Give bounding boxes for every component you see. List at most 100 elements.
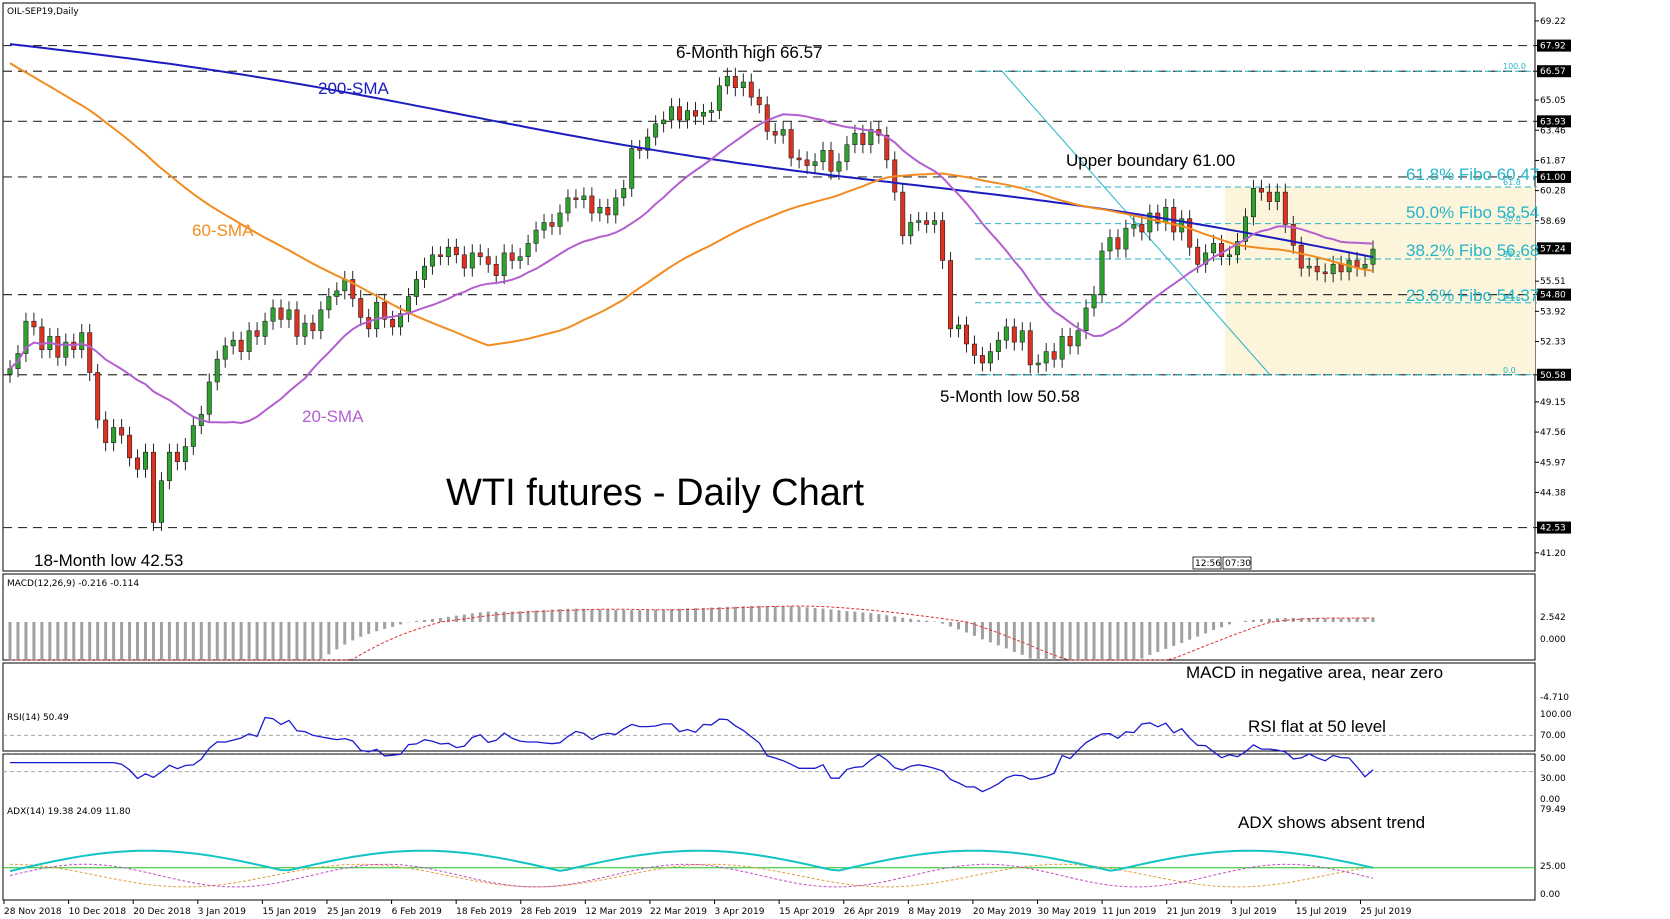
- fib-500-label: 50.0% Fibo 58.54: [1406, 203, 1539, 222]
- candle-body: [358, 298, 364, 318]
- adx-tick-top: 79.49: [1540, 805, 1566, 815]
- fib-ratio-label: 38.2: [1503, 250, 1521, 259]
- price-tick-label: 45.97: [1540, 458, 1566, 468]
- candle-body: [421, 265, 427, 280]
- fib-ratio-label: 23.6: [1503, 294, 1521, 303]
- candle-body: [740, 81, 746, 89]
- candle-body: [1019, 330, 1025, 343]
- candle-body: [589, 195, 595, 214]
- candle-body: [533, 229, 539, 244]
- price-highlight-box: [1537, 170, 1571, 183]
- sma200-line: [9, 43, 1374, 259]
- date-tick-label: 3 Apr 2019: [715, 907, 765, 917]
- candle-body: [788, 129, 794, 159]
- sma60-label: 60-SMA: [192, 221, 254, 240]
- macd-signal-line: [10, 605, 1373, 661]
- macd-histogram: [8, 606, 1375, 660]
- candle-body: [629, 148, 635, 189]
- date-tick-label: 12 Mar 2019: [585, 907, 642, 917]
- rsi-panel-frame: [2, 662, 1536, 752]
- date-tick-label: 15 Jan 2019: [262, 907, 316, 917]
- price-tick-label: 55.51: [1540, 277, 1566, 287]
- rsi-tick-50: 50.00: [1540, 754, 1566, 764]
- macd-panel-frame: [2, 573, 1536, 661]
- candle-body: [995, 339, 1001, 352]
- candle-body: [549, 222, 555, 227]
- candle-body: [1131, 224, 1137, 229]
- candle-body: [948, 260, 954, 330]
- candle-body: [469, 252, 475, 269]
- price-highlight-label: 66.57: [1540, 67, 1566, 77]
- candle-body: [1227, 254, 1233, 257]
- candle-body: [748, 81, 754, 98]
- date-tick-label: 26 Apr 2019: [844, 907, 900, 917]
- candle-body: [669, 106, 675, 121]
- fibonacci-levels: 100.0 61.8 50.0 38.2 23.6 0.0: [975, 62, 1537, 376]
- candle-body: [453, 246, 459, 256]
- candle-body: [1322, 271, 1328, 275]
- candle-body: [1211, 243, 1217, 254]
- price-tick-label: 60.28: [1540, 187, 1566, 197]
- sma60-line: [9, 62, 1374, 347]
- candle-body: [1163, 207, 1169, 223]
- price-tick-label: 44.38: [1540, 488, 1566, 498]
- candle-body: [501, 252, 507, 276]
- symbol-header: OIL-SEP19,Daily: [7, 7, 79, 17]
- price-tick-label: 47.56: [1540, 428, 1566, 438]
- candle-body: [437, 254, 443, 257]
- candle-body: [756, 96, 762, 106]
- rsi-label: RSI(14) 50.49: [7, 713, 69, 723]
- date-tick-label: 15 Apr 2019: [779, 907, 835, 917]
- candle-body: [342, 279, 348, 292]
- candle-body: [1306, 265, 1312, 269]
- macd-tick-bottom: -4.710: [1540, 693, 1569, 703]
- candle-body: [158, 480, 164, 523]
- candle-body: [517, 256, 523, 261]
- adx-tick-25: 25.00: [1540, 862, 1566, 872]
- candle-body: [1099, 250, 1105, 295]
- candle-body: [382, 301, 388, 320]
- candles: [7, 67, 1376, 531]
- candle-body: [246, 330, 252, 352]
- candle-body: [621, 188, 627, 199]
- candle-body: [1083, 307, 1089, 332]
- rsi-tick-100: 100.00: [1540, 710, 1572, 720]
- rsi-tick-70: 70.00: [1540, 731, 1566, 741]
- candle-body: [613, 197, 619, 216]
- price-tick-label: 52.33: [1540, 338, 1566, 348]
- candle-body: [1043, 351, 1049, 364]
- candle-body: [143, 451, 148, 470]
- price-highlight-label: 63.93: [1540, 117, 1566, 127]
- candle-body: [987, 351, 993, 364]
- price-highlight-box: [1537, 65, 1571, 78]
- candle-body: [214, 358, 220, 383]
- candle-body: [844, 144, 850, 163]
- candle-body: [685, 110, 691, 121]
- fibonacci-diagonal: [1001, 70, 1271, 376]
- rsi-line: [10, 716, 1374, 793]
- candle-body: [127, 434, 133, 459]
- date-tick-label: 6 Feb 2019: [392, 907, 443, 917]
- fib-382-label: 38.2% Fibo 56.68: [1406, 241, 1539, 260]
- candle-body: [461, 254, 467, 269]
- candle-body: [820, 150, 826, 163]
- date-tick-label: 28 Feb 2019: [521, 907, 577, 917]
- price-tick-label: 41.20: [1540, 549, 1566, 559]
- price-tick-label: 53.92: [1540, 307, 1566, 317]
- candle-body: [182, 446, 188, 462]
- date-tick-label: 20 May 2019: [973, 907, 1032, 917]
- candle-body: [31, 320, 37, 328]
- macd-tick-zero: 0.000: [1540, 635, 1566, 645]
- adx-minus-di: [9, 863, 1374, 888]
- candle-body: [302, 322, 308, 337]
- candle-body: [119, 427, 125, 436]
- rsi-note: RSI flat at 50 level: [1248, 717, 1386, 736]
- candle-body: [1338, 263, 1344, 273]
- candle-body: [1258, 188, 1264, 193]
- candle-body: [429, 254, 435, 267]
- candle-body: [1314, 265, 1320, 273]
- candle-body: [1242, 216, 1248, 242]
- macd-tick-top: 2.542: [1540, 613, 1566, 623]
